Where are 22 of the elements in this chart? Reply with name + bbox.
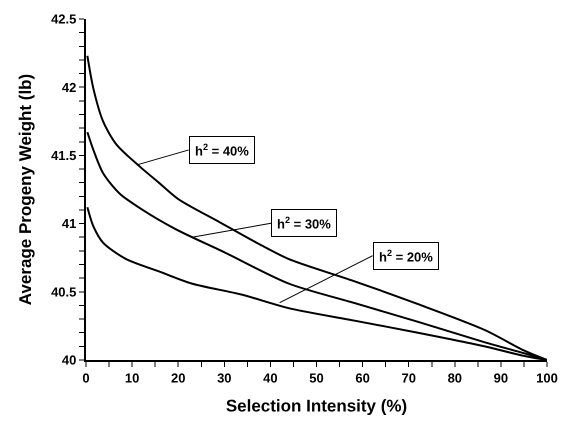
x-tick-label: 100: [536, 370, 558, 386]
y-tick-label: 42.5: [51, 12, 76, 27]
x-axis-title: Selection Intensity (%): [226, 396, 408, 416]
y-tick-label: 41.5: [51, 148, 76, 163]
y-tick-label: 41: [62, 216, 76, 232]
x-tick-label: 90: [494, 370, 508, 386]
x-tick-label: 60: [355, 370, 370, 386]
y-tick-label: 42: [62, 80, 76, 95]
annotation: h$^{2}$ = 40%: [195, 142, 250, 158]
x-tick-label: 0: [82, 370, 90, 386]
annotation: h$^{2}$ = 30%: [277, 215, 332, 232]
y-tick-label: 40.5: [51, 284, 76, 300]
x-tick-label: 50: [309, 370, 324, 386]
y-tick-label: 40: [62, 352, 76, 368]
x-tick-label: 40: [263, 370, 278, 386]
x-tick-label: 70: [401, 370, 416, 386]
annotation: h$^{2}$ = 20%: [379, 248, 434, 264]
x-tick-label: 80: [448, 370, 462, 386]
x-tick-label: 20: [170, 370, 186, 386]
y-axis-title: Average Progeny Weight (lb): [16, 74, 36, 306]
x-tick-label: 10: [124, 370, 140, 386]
x-tick-label: 30: [217, 370, 232, 386]
